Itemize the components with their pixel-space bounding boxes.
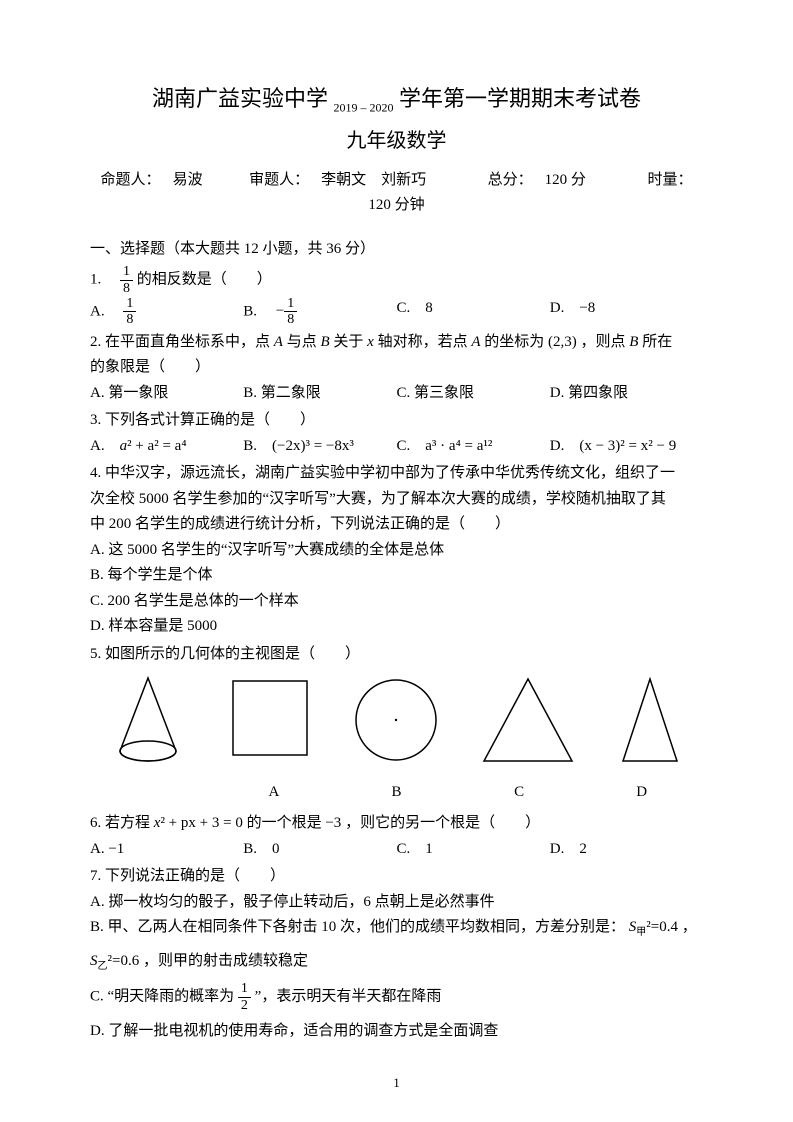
q7-opt-b-line1: B. 甲、乙两人在相同条件下各射击 10 次，他们的成绩平均数相同，方差分别是：… xyxy=(90,915,703,941)
q1-opt-c: C. 8 xyxy=(397,296,550,328)
question-1: 1. 18 的相反数是（ ） xyxy=(90,264,703,296)
question-4-l3: 中 200 名学生的成绩进行统计分析，下列说法正确的是（ ） xyxy=(90,512,703,538)
meta-line: 命题人： 易波 审题人： 李朝文 刘新巧 总分： 120 分 时量： 120 分钟 xyxy=(90,168,703,219)
q1-opt-a: A. 18 xyxy=(90,296,243,328)
q5-labels: A B C D xyxy=(90,780,703,806)
title-line-1: 湖南广益实验中学 2019 – 2020 学年第一学期期末考试卷 xyxy=(90,80,703,118)
q3-opt-a: A. a² + a² = a⁴ xyxy=(90,434,243,460)
frac-1-2: 12 xyxy=(238,981,251,1013)
cone-icon xyxy=(108,673,188,778)
q6-opt-d: D. 2 xyxy=(550,837,703,863)
question-4-l2: 次全校 5000 名学生参加的“汉字听写”大赛，为了解本次大赛的成绩，学校随机抽… xyxy=(90,487,703,513)
question-3: 3. 下列各式计算正确的是（ ） xyxy=(90,408,703,434)
q5-label-a: A xyxy=(213,780,336,806)
q1-stem-pre: 1. xyxy=(90,272,116,288)
q4-opt-a: A. 这 5000 名学生的“汉字听写”大赛成绩的全体是总体 xyxy=(90,538,703,564)
q7-opt-b-line2: S乙²=0.6 ，则甲的射击成绩较稳定 xyxy=(90,949,703,975)
time-label: 时量： xyxy=(647,172,692,188)
triangle-wide-icon xyxy=(478,673,578,778)
q7-opt-c: C. “明天降雨的概率为 12 ”，表示明天有半天都在降雨 xyxy=(90,981,703,1013)
question-2: 2. 在平面直角坐标系中，点 A 与点 B 关于 x 轴对称，若点 A 的坐标为… xyxy=(90,330,703,356)
q2-opt-b: B. 第二象限 xyxy=(243,381,396,407)
q5-shapes-row xyxy=(90,673,703,778)
title-line-2: 九年级数学 xyxy=(90,124,703,158)
question-5: 5. 如图所示的几何体的主视图是（ ） xyxy=(90,642,703,668)
frac-icon: 18 xyxy=(123,296,136,328)
question-4-l1: 4. 中华汉字，源远流长，湖南广益实验中学初中部为了传承中华优秀传统文化，组织了… xyxy=(90,461,703,487)
q2-opt-a: A. 第一象限 xyxy=(90,381,243,407)
square-icon xyxy=(225,673,315,778)
q1-opt-b: B. −18 xyxy=(243,296,396,328)
q4-opt-b: B. 每个学生是个体 xyxy=(90,563,703,589)
q3-opt-c: C. a³ · a⁴ = a¹² xyxy=(397,434,550,460)
title-year: 2019 – 2020 xyxy=(334,100,394,114)
q6-opt-c: C. 1 xyxy=(397,837,550,863)
q5-label-c: C xyxy=(458,780,581,806)
question-7: 7. 下列说法正确的是（ ） xyxy=(90,864,703,890)
page-number: 1 xyxy=(0,1072,793,1094)
q5-label-d: D xyxy=(580,780,703,806)
q1-options: A. 18 B. −18 C. 8 D. −8 xyxy=(90,296,703,328)
frac-1-8: 18 xyxy=(120,264,133,296)
q6-opt-a: A. −1 xyxy=(90,837,243,863)
q2-opt-d: D. 第四象限 xyxy=(550,381,703,407)
q3-opt-b: B. (−2x)³ = −8x³ xyxy=(243,434,396,460)
reviewer: 李朝文 刘新巧 xyxy=(321,172,426,188)
q4-opt-c: C. 200 名学生是总体的一个样本 xyxy=(90,589,703,615)
time: 120 分钟 xyxy=(368,197,424,213)
q2-opt-c: C. 第三象限 xyxy=(397,381,550,407)
q1-opt-d: D. −8 xyxy=(550,296,703,328)
q3-opt-d: D. (x − 3)² = x² − 9 xyxy=(550,434,703,460)
q5-label-b: B xyxy=(335,780,458,806)
author: 易波 xyxy=(173,172,203,188)
q1-stem-post: 的相反数是（ ） xyxy=(137,272,272,288)
question-6: 6. 若方程 x² + px + 3 = 0 的一个根是 −3 ，则它的另一个根… xyxy=(90,811,703,837)
q6-opt-b: B. 0 xyxy=(243,837,396,863)
q3-options: A. a² + a² = a⁴ B. (−2x)³ = −8x³ C. a³ ·… xyxy=(90,434,703,460)
q7-opt-d: D. 了解一批电视机的使用寿命，适合用的调查方式是全面调查 xyxy=(90,1019,703,1045)
q2-options: A. 第一象限 B. 第二象限 C. 第三象限 D. 第四象限 xyxy=(90,381,703,407)
reviewer-label: 审题人： xyxy=(249,172,309,188)
total: 120 分 xyxy=(545,172,586,188)
q4-opt-d: D. 样本容量是 5000 xyxy=(90,614,703,640)
title-pre: 湖南广益实验中学 xyxy=(152,86,328,111)
q2-line2: 的象限是（ ） xyxy=(90,355,703,381)
q6-options: A. −1 B. 0 C. 1 D. 2 xyxy=(90,837,703,863)
title-post: 学年第一学期期末考试卷 xyxy=(399,86,641,111)
q7-opt-a: A. 掷一枚均匀的骰子，骰子停止转动后，6 点朝上是必然事件 xyxy=(90,890,703,916)
section-1-heading: 一、选择题（本大题共 12 小题，共 36 分） xyxy=(90,237,703,263)
author-label: 命题人： xyxy=(101,172,161,188)
triangle-narrow-icon xyxy=(615,673,685,778)
total-label: 总分： xyxy=(488,172,533,188)
circle-icon xyxy=(351,673,441,778)
frac-icon: 18 xyxy=(284,296,297,328)
